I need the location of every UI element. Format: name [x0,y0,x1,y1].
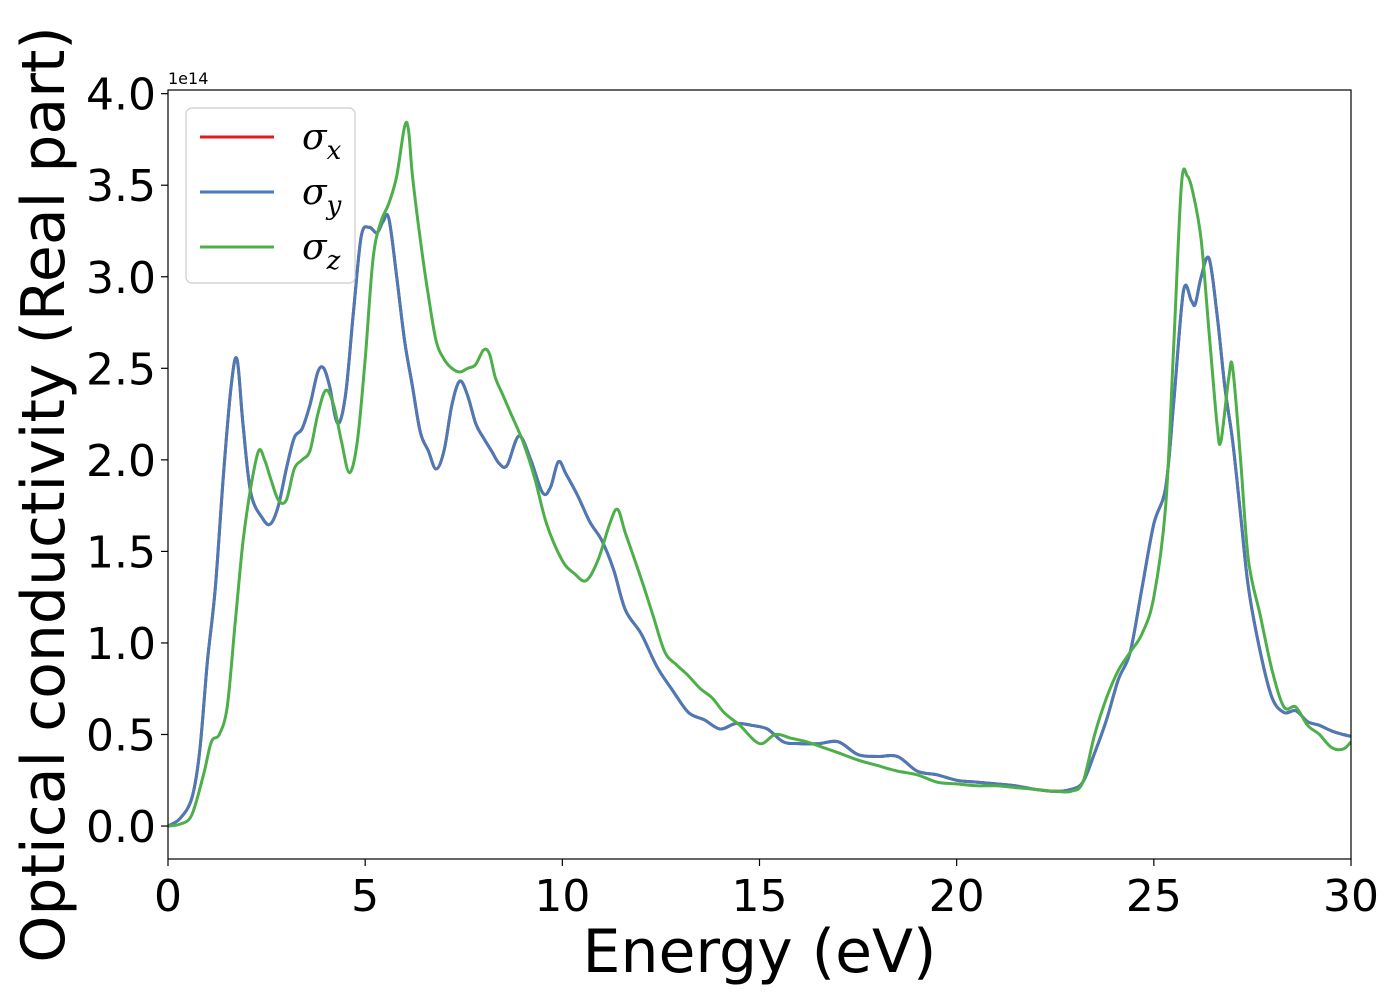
y-tick-label: 3.5 [86,161,156,212]
y-axis: 0.0 0.5 1.0 1.5 2.0 2.5 3.0 3.5 4.0 [86,70,168,853]
y-tick-label: 2.0 [86,436,156,487]
series-line-y [168,213,1351,828]
x-axis-title: Energy (eV) [583,917,937,987]
legend: σx σy σz [185,107,356,284]
legend-entry-z: σz [200,227,341,276]
legend-entry-x: σx [200,117,342,166]
series-line-z [168,120,1351,828]
y-tick-label: 3.0 [86,253,156,304]
y-tick-label: 2.5 [86,344,156,395]
x-axis: 0 5 10 15 20 25 30 [154,859,1379,922]
x-tick-label: 0 [154,871,182,922]
y-tick-label: 0.0 [86,802,156,853]
legend-label: σx [302,117,342,166]
y-axis-title: Optical conductivity (Real part) [9,26,79,963]
x-tick-label: 5 [351,871,379,922]
series-line-x [168,213,1351,828]
y-tick-label: 1.5 [86,527,156,578]
y-tick-label: 1.0 [86,619,156,670]
legend-box [185,107,356,284]
x-tick-label: 30 [1323,871,1379,922]
legend-label: σy [302,172,342,221]
x-tick-label: 15 [732,871,788,922]
y-tick-label: 4.0 [86,70,156,121]
y-tick-label: 0.5 [86,710,156,761]
legend-entry-y: σy [200,172,342,221]
x-tick-label: 10 [534,871,590,922]
x-tick-label: 20 [929,871,985,922]
x-tick-label: 25 [1126,871,1182,922]
y-offset-text: 1e14 [168,69,208,88]
series-lines [168,120,1351,828]
legend-label: σz [302,227,341,276]
